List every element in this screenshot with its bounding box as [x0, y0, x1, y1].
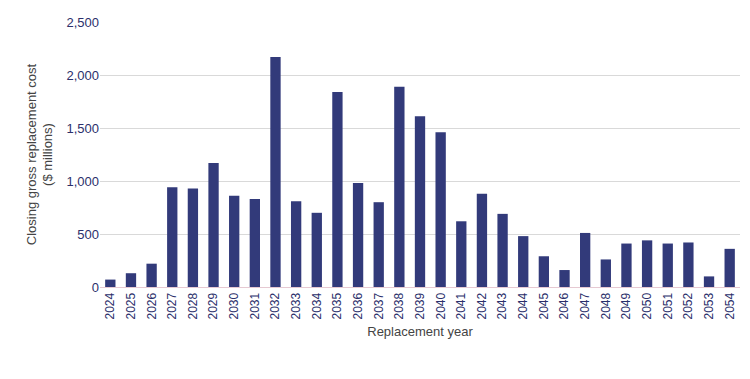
svg-text:2047: 2047	[578, 292, 592, 319]
svg-text:2037: 2037	[372, 292, 386, 319]
svg-text:2052: 2052	[681, 292, 695, 319]
svg-text:Closing gross replacement cost: Closing gross replacement cost($ million…	[24, 63, 56, 245]
svg-text:2027: 2027	[165, 292, 179, 319]
svg-text:2,500: 2,500	[66, 15, 99, 30]
svg-text:1,000: 1,000	[66, 174, 99, 189]
svg-text:Replacement year: Replacement year	[367, 324, 473, 339]
svg-text:2051: 2051	[661, 292, 675, 319]
svg-text:2038: 2038	[392, 292, 406, 319]
svg-text:2030: 2030	[227, 292, 241, 319]
svg-text:2024: 2024	[103, 292, 117, 319]
svg-text:2053: 2053	[702, 292, 716, 319]
svg-text:2046: 2046	[557, 292, 571, 319]
svg-text:2,000: 2,000	[66, 68, 99, 83]
svg-text:2028: 2028	[186, 292, 200, 319]
svg-text:2035: 2035	[330, 292, 344, 319]
svg-text:2043: 2043	[495, 292, 509, 319]
svg-text:2036: 2036	[351, 292, 365, 319]
svg-text:2032: 2032	[268, 292, 282, 319]
svg-text:2026: 2026	[145, 292, 159, 319]
svg-text:2050: 2050	[640, 292, 654, 319]
svg-text:2042: 2042	[475, 292, 489, 319]
svg-text:2031: 2031	[248, 292, 262, 319]
svg-text:0: 0	[92, 280, 99, 295]
svg-text:2044: 2044	[516, 292, 530, 319]
svg-text:1,500: 1,500	[66, 121, 99, 136]
svg-text:500: 500	[77, 227, 99, 242]
svg-text:2045: 2045	[537, 292, 551, 319]
svg-text:2049: 2049	[619, 292, 633, 319]
svg-text:2029: 2029	[206, 292, 220, 319]
svg-text:2039: 2039	[413, 292, 427, 319]
svg-text:2040: 2040	[434, 292, 448, 319]
svg-text:2034: 2034	[310, 292, 324, 319]
svg-text:2033: 2033	[289, 292, 303, 319]
svg-text:2054: 2054	[723, 292, 737, 319]
svg-text:2041: 2041	[454, 292, 468, 319]
svg-text:2048: 2048	[599, 292, 613, 319]
svg-text:2025: 2025	[124, 292, 138, 319]
